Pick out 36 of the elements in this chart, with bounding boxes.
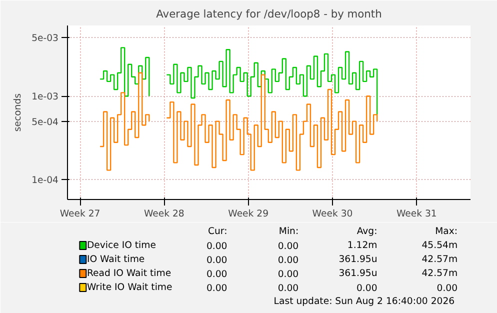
text: 0.00 [206,283,228,294]
chart-title: Average latency for /dev/loop8 - by month [156,8,382,20]
text: 0.00 [206,255,228,266]
text: 361.95u [338,254,378,265]
text: 42.57m [422,268,458,279]
text: Last update: Sun Aug 2 16:40:00 2026 [274,296,455,307]
y-tick-label: 1e-04 [32,175,59,186]
text: 0.00 [278,283,299,294]
text: 0.00 [206,269,228,280]
text: Max: [435,226,458,237]
y-tick-label: 1e-03 [32,92,59,103]
text: 0.00 [278,269,299,280]
y-tick-label: 5e-03 [32,33,59,44]
y-axis-title: seconds [12,93,24,132]
x-tick-label: Week 29 [228,208,269,220]
text: Min: [278,226,299,237]
x-tick-label: Week 31 [396,208,437,220]
text: 0.00 [436,283,458,294]
legend-label: Read IO Wait time [86,268,172,279]
text: 0.00 [206,241,228,252]
text: 1.12m [347,240,378,251]
text: 361.95u [338,268,378,279]
text: 0.00 [278,255,299,266]
x-tick-label: Week 30 [312,208,353,220]
legend-label: IO Wait time [86,254,145,265]
text: 0.00 [278,241,299,252]
text: 45.54m [422,240,458,251]
legend-label: Write IO Wait time [86,282,173,293]
text: 42.57m [422,254,458,265]
x-tick-label: Week 28 [144,208,184,220]
y-tick-label: 5e-04 [32,116,59,128]
text: Avg: [356,226,378,237]
x-tick-label: Week 27 [60,208,100,220]
text: 0.00 [356,283,378,294]
text: Cur: [208,226,228,237]
legend-label: Device IO time [86,240,156,251]
